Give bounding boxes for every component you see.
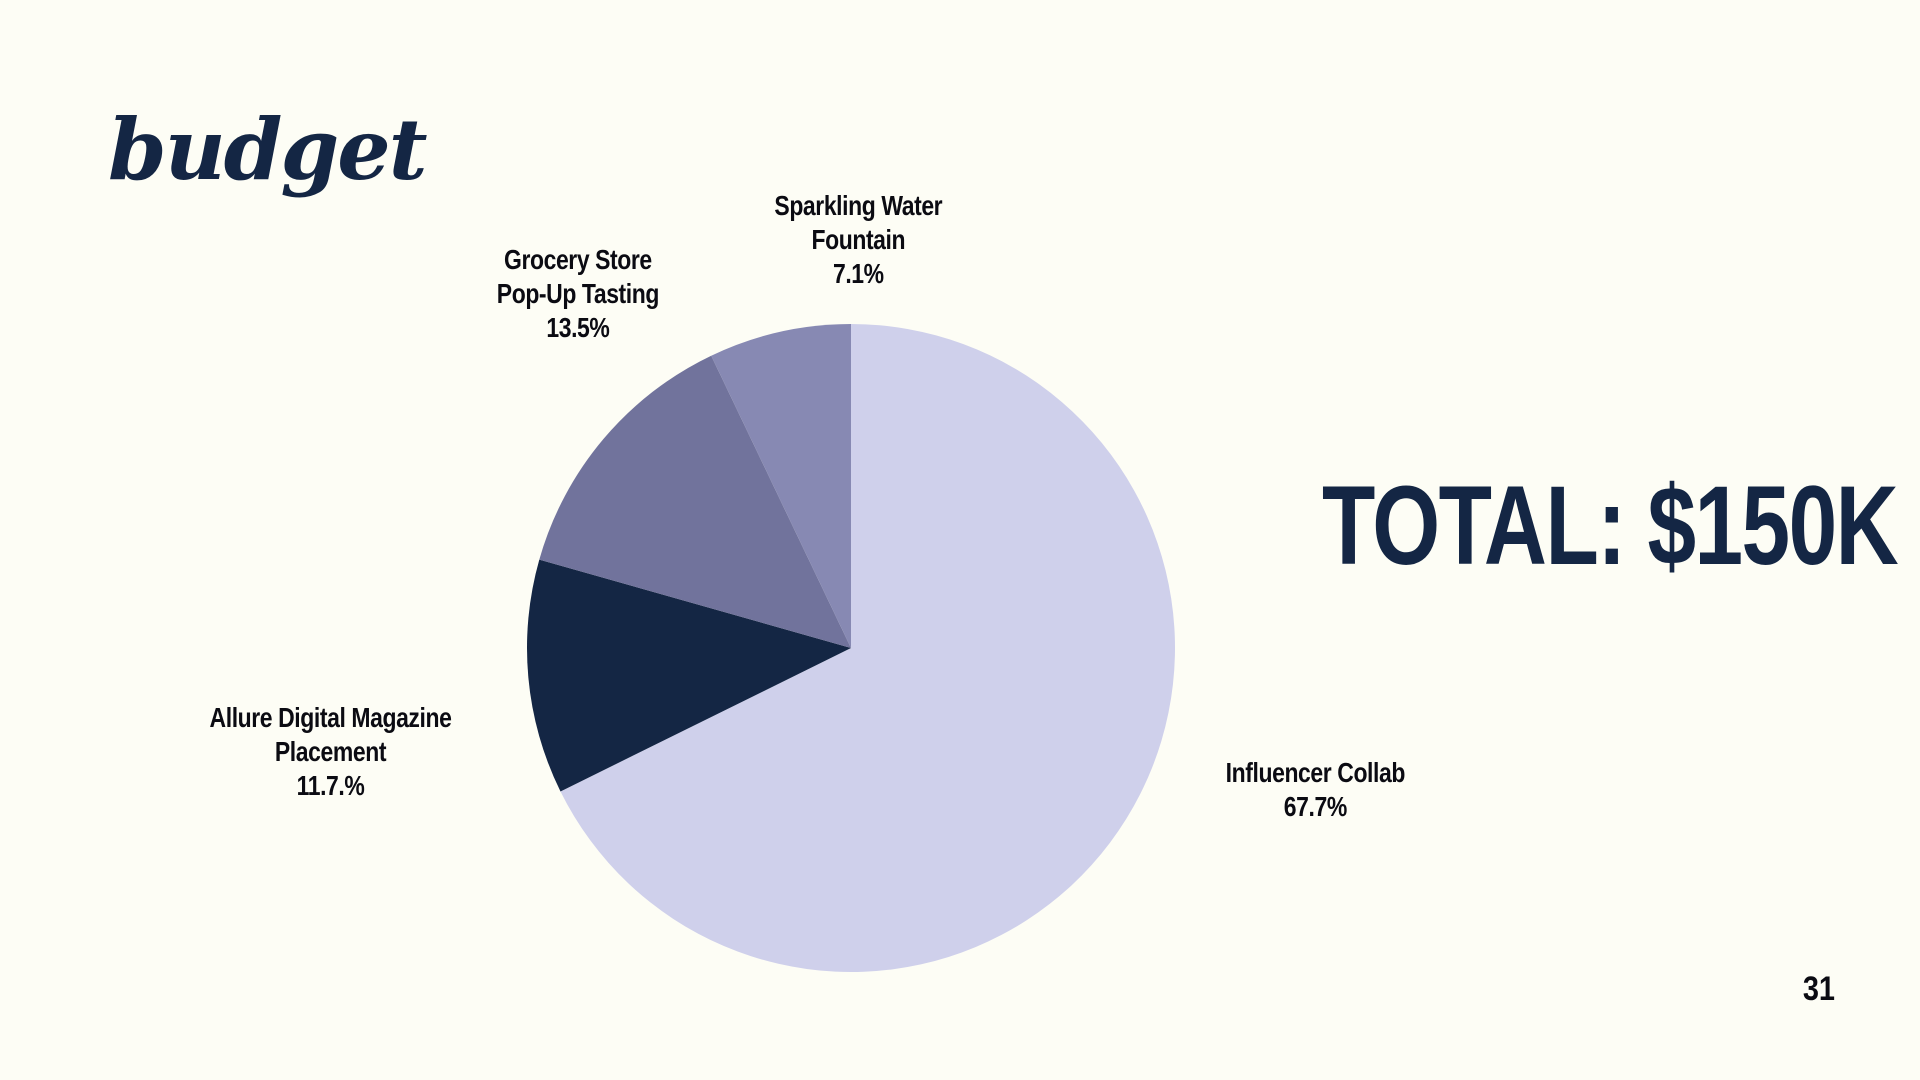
slice-label: Grocery Store Pop-Up Tasting 13.5%: [496, 243, 660, 345]
slice-label-text: Fountain: [810, 224, 905, 255]
slice-label-text: Placement: [274, 736, 386, 767]
pie-slice: [711, 324, 851, 648]
slice-percent: 11.7.%: [296, 770, 364, 801]
page-title: budget: [108, 100, 428, 199]
slice-percent: 67.7%: [1283, 791, 1347, 822]
slice-label-text: Grocery Store: [503, 244, 652, 275]
page-number: 31: [1803, 970, 1836, 1008]
slice-label: Sparkling Water Fountain 7.1%: [774, 189, 942, 291]
slice-label-text: Influencer Collab: [1225, 757, 1405, 788]
slice-label: Allure Digital Magazine Placement 11.7.%: [209, 701, 451, 803]
pie-slice: [560, 324, 1175, 972]
slice-percent: 13.5%: [546, 312, 610, 343]
total-budget: TOTAL: $150K: [1322, 463, 1899, 588]
slice-label-text: Sparkling Water: [773, 190, 942, 221]
pie-slice: [539, 355, 851, 648]
slice-label: Influencer Collab 67.7%: [1225, 756, 1405, 824]
pie-slice: [527, 559, 851, 792]
slice-label-text: Allure Digital Magazine: [209, 702, 451, 733]
slice-label-text: Pop-Up Tasting: [496, 278, 660, 309]
slice-percent: 7.1%: [832, 258, 884, 289]
